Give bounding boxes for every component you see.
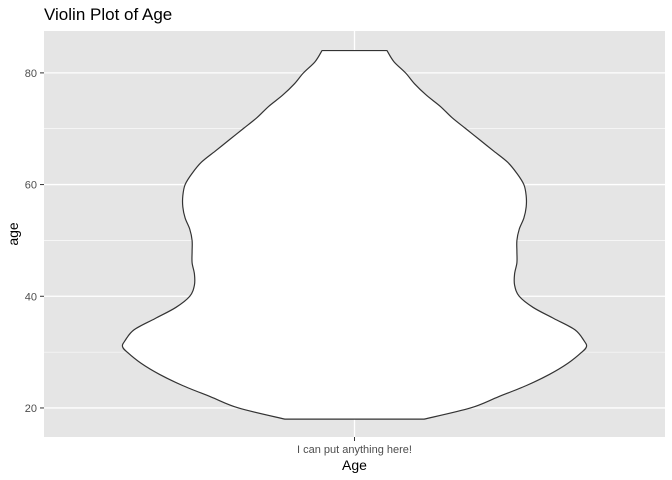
- x-tick-label: I can put anything here!: [297, 444, 412, 456]
- x-axis-title: Age: [342, 457, 367, 473]
- y-axis-title: age: [5, 222, 21, 246]
- y-tick-label: 40: [25, 291, 37, 303]
- y-tick-label: 20: [25, 403, 37, 415]
- y-tick-label: 80: [25, 68, 37, 80]
- chart-title: Violin Plot of Age: [44, 5, 172, 24]
- violins: [121, 49, 588, 420]
- axes: 20 40 60 80 I can put anything here!: [25, 68, 412, 456]
- violin-shape: [121, 49, 588, 420]
- y-tick-label: 60: [25, 180, 37, 192]
